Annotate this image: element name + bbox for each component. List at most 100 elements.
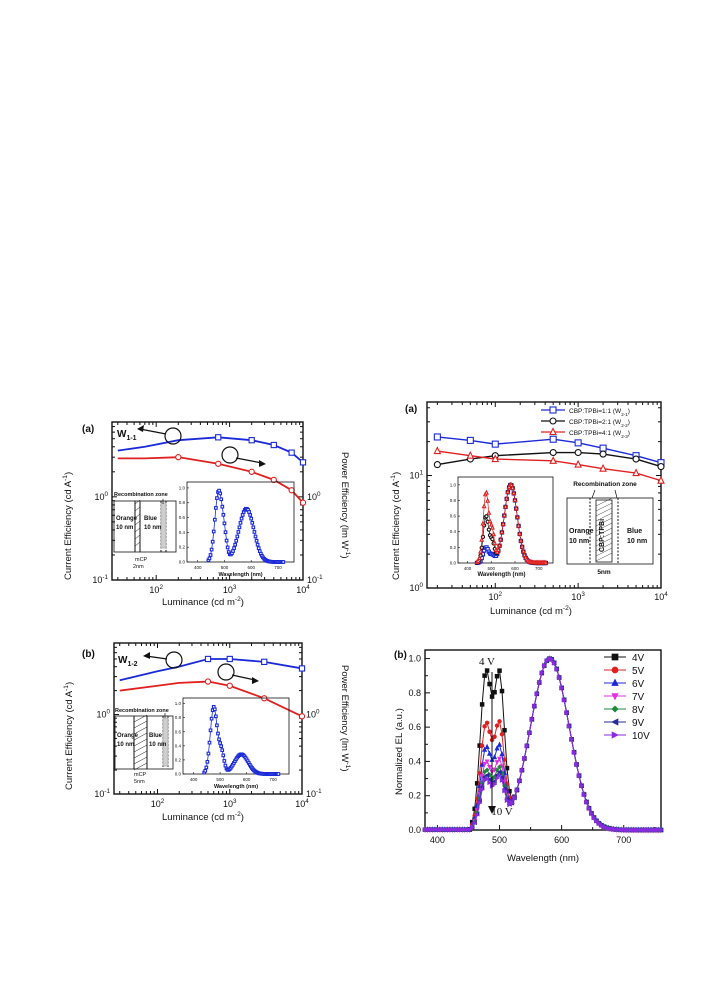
panelC-spec-point-3 (500, 520, 506, 526)
panelD-point-10V (534, 691, 540, 697)
panelA-xtick-label: 103 (223, 584, 237, 595)
panelC-spec-point-3 (514, 514, 520, 519)
panelC-spec-point-3 (516, 522, 522, 528)
panelA-spec-point (231, 549, 235, 553)
panelB-spec-point (212, 707, 217, 712)
panelA-spec-xtick-label: 600 (247, 565, 255, 570)
panelA-spec-point (250, 520, 255, 525)
panelD-point-8V (494, 767, 500, 773)
panelB-orange-nm: 10 nm (117, 742, 134, 748)
panelD-point-10V (519, 767, 525, 773)
panelB-spec-point (209, 716, 214, 721)
panelA-recomb-zone (160, 502, 167, 549)
panelD-point-10V (556, 675, 562, 681)
panelB-point-pe (204, 678, 212, 685)
panelB-point-pe (298, 713, 306, 720)
panelB-spec-ytick-label: 0.0 (175, 772, 182, 777)
panelB-spec-point (219, 744, 224, 748)
panelD-point-10V (539, 670, 545, 676)
panelC-point-3 (549, 456, 558, 464)
panelD-ytick-label: 0.6 (408, 722, 421, 732)
panelA-spec-point (239, 516, 244, 521)
panelA-spec-point (256, 546, 261, 551)
panelD-point-10V (619, 827, 625, 833)
panelA-blue-nm: 10 nm (144, 525, 161, 531)
panelD-point-4V (482, 673, 487, 678)
panelD-point-10V (653, 827, 659, 833)
panelA-arrow-left (139, 428, 167, 435)
panelD-point-5V (484, 720, 490, 726)
panelD-legend-text-5V: 5V (632, 666, 645, 677)
panelC-spectrum-frame (457, 476, 554, 564)
panelD-point-6V (482, 746, 488, 752)
panelD-point-10V (571, 749, 577, 755)
panelD-xtick-label: 700 (616, 835, 631, 845)
panelB-hatch (133, 732, 148, 741)
panelB-point-ce (298, 665, 306, 672)
panelB-spec-point (223, 763, 228, 768)
panelA-point-pe (248, 468, 255, 475)
panelC-orange-nm: 10 nm (569, 538, 589, 545)
panelC-spec-point-3 (543, 559, 549, 565)
panelC-orange-label: Orange (569, 528, 594, 535)
panelC-hatch (595, 502, 613, 512)
panelD-point-10V (452, 827, 458, 833)
panelD-point-10V (549, 656, 555, 662)
panelB-recomb-zone (162, 717, 169, 767)
panelA-ylabel-left: Current Efficiency (cd A-1) (62, 472, 74, 580)
panelA-point-pe (299, 499, 307, 506)
panelB-hatch (133, 744, 148, 753)
panelD-legend-marker-8V (611, 705, 619, 713)
panelA-spec-point (238, 520, 243, 525)
panelC-spec-ytick-label: 1.0 (450, 482, 457, 487)
panelC-spec-point-3 (512, 497, 518, 503)
panelC-point-2 (574, 448, 582, 457)
panelA-mcp-label: mCP (135, 557, 148, 563)
panelA-spec-point (236, 530, 241, 534)
panelA-hatch (134, 520, 141, 526)
panelB-spec-xlabel: Wavelength (nm) (214, 784, 258, 790)
panelD-point-10V (479, 787, 485, 793)
panelA-circle-right (221, 446, 239, 464)
panelC-hatch (595, 517, 613, 527)
panelD-point-5V (479, 743, 485, 748)
panelB-xtick-label: 104 (295, 798, 309, 809)
panelB-spec-ytick-label: 1.0 (175, 701, 182, 706)
panelB-device-label: W1-2 (118, 655, 138, 668)
panelD-series-9V (425, 658, 661, 831)
panelB-series-current-efficiency (119, 658, 303, 682)
panelC-spec-xlabel: Wavelength (nm) (477, 572, 525, 578)
panelA-hatch (134, 513, 141, 519)
panelD-series-6V (425, 658, 661, 831)
panelB-spec-ytick-label: 0.2 (175, 757, 182, 762)
panelD-point-10V (507, 802, 513, 808)
panelA-spec-point (218, 491, 223, 496)
panelC-spec-point-3 (479, 536, 485, 542)
panelA-ytick-label-right: 10-1 (307, 574, 323, 585)
panelD-point-4V (487, 681, 492, 687)
panelC-point-2 (599, 450, 607, 458)
panelB-arrowhead-left (143, 652, 150, 659)
panelD-point-6V (484, 743, 490, 749)
panelD-point-10V (624, 827, 630, 833)
panelC-spec-ytick-label: 0.8 (450, 498, 457, 503)
panelD-point-7V (487, 765, 493, 771)
panelD-point-4V (497, 668, 502, 673)
panelC-spec-point-3 (480, 520, 486, 526)
panelB-spec-point (216, 731, 220, 736)
panelD-point-10V (569, 736, 575, 742)
panelD-legend-marker-5V (611, 666, 619, 674)
panelD-point-4V (502, 727, 507, 733)
panelA-spec-ytick-label: 0.4 (179, 530, 186, 535)
panelC-point-1 (599, 444, 607, 452)
panelC-cbp-label: CBP:TPBi (599, 519, 606, 552)
panelD-point-10V (544, 658, 550, 664)
panelC-point-3 (632, 468, 640, 477)
panelC-spec-point-3 (520, 548, 526, 554)
panelD-point-10V (465, 827, 471, 833)
panelB-mcp-nm: 5nm (134, 779, 145, 785)
panelD-legend-marker-4V (611, 653, 619, 661)
panelA-spec-ytick-label: 1.0 (179, 485, 186, 490)
panelC-hatch (595, 497, 613, 507)
panelD-point-10V (547, 656, 553, 662)
